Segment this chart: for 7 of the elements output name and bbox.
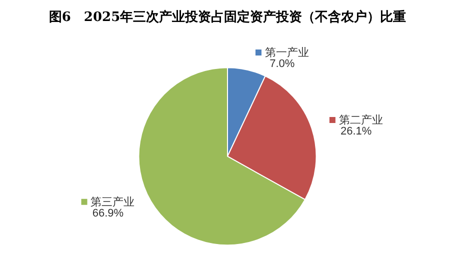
legend-label: 第二产业 bbox=[338, 114, 383, 127]
legend-label: 第三产业 bbox=[90, 195, 135, 208]
chart-title: 图6 2025年三次产业投资占固定资产投资（不含农户）比重 bbox=[48, 9, 406, 25]
data-label: 7.0% bbox=[270, 58, 295, 70]
data-label: 66.9% bbox=[92, 207, 124, 220]
legend-label: 第一产业 bbox=[264, 46, 309, 59]
data-label: 26.1% bbox=[340, 126, 372, 138]
